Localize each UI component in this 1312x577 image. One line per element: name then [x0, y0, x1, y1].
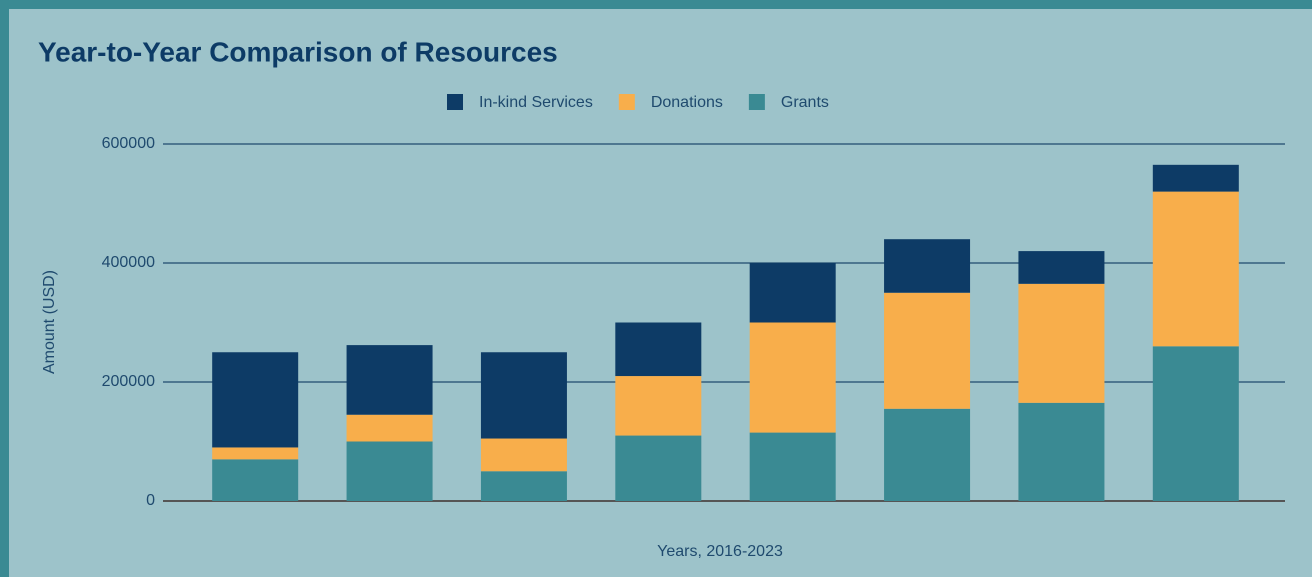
bar-segment [1152, 164, 1239, 192]
bar-segment [1152, 346, 1239, 501]
bar-segment [346, 414, 433, 442]
y-tick-label: 400000 [102, 254, 155, 271]
bar-segment [884, 239, 971, 293]
legend-swatch [748, 94, 765, 110]
legend-swatch [618, 94, 635, 110]
legend-label: Donations [651, 94, 723, 111]
bar-segment [212, 459, 299, 501]
bar-segment [615, 376, 702, 436]
bar-segment [1018, 402, 1105, 501]
bar-segment [480, 471, 567, 501]
bar-segment [615, 322, 702, 377]
bar-segment [480, 438, 567, 472]
legend-label: In-kind Services [479, 94, 593, 111]
bar-segment [1018, 283, 1105, 403]
bar-segment [884, 292, 971, 409]
x-axis-label: Years, 2016-2023 [657, 543, 783, 560]
bar-segment [615, 435, 702, 501]
y-tick-label: 600000 [102, 135, 155, 152]
bar-segment [1018, 251, 1105, 284]
bar-segment [1152, 191, 1239, 347]
y-tick-label: 200000 [102, 373, 155, 390]
legend-label: Grants [781, 94, 829, 111]
bar-segment [212, 447, 299, 460]
bar-segment [480, 352, 567, 439]
chart-title: Year-to-Year Comparison of Resources [38, 36, 558, 67]
bar-segment [346, 441, 433, 501]
y-tick-label: 0 [146, 492, 155, 509]
bar-segment [212, 352, 299, 448]
y-axis-label: Amount (USD) [41, 270, 58, 374]
bar-segment [749, 263, 836, 323]
bar-segment [346, 345, 433, 415]
legend-swatch [447, 94, 463, 110]
bar-segment [884, 408, 971, 501]
bar-segment [749, 322, 836, 433]
bar-segment [749, 432, 836, 501]
